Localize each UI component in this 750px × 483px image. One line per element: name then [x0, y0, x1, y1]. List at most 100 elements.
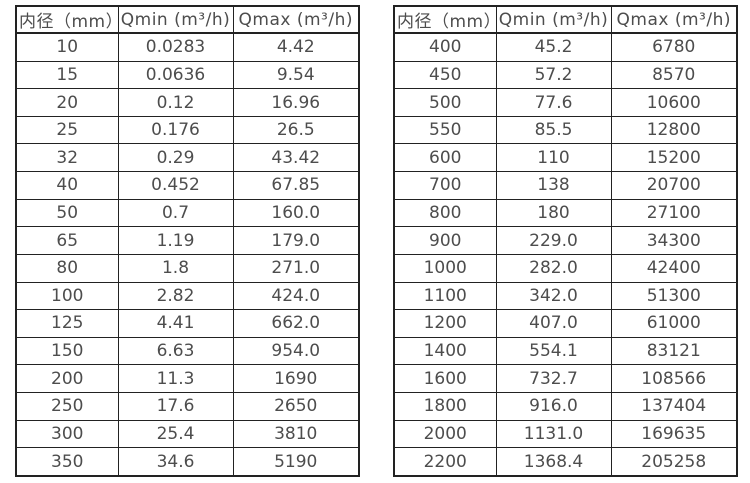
- inner-diameter-cell: 400: [393, 32, 497, 62]
- inner-diameter-cell: 40: [15, 171, 119, 200]
- table-header: 内径（mm） Qmin (m³/h) Qmax (m³/h): [15, 5, 360, 34]
- qmin-cell: 110: [495, 143, 612, 173]
- table-row: 400 45.2 6780: [393, 32, 738, 62]
- col-header-qmin: Qmin (m³/h): [117, 5, 234, 34]
- qmin-cell: 229.0: [495, 226, 612, 255]
- table-row: 700 138 20700: [393, 171, 738, 200]
- qmin-cell: 34.6: [117, 447, 234, 477]
- table-row: 1400 554.1 83121: [393, 336, 738, 366]
- table-row: 600 110 15200: [393, 143, 738, 173]
- qmax-cell: 10600: [610, 88, 738, 117]
- inner-diameter-cell: 1600: [393, 364, 497, 393]
- table-body: 10 0.0283 4.42 15 0.0636 9.54 20 0.12 16.96 25 0.1…: [15, 32, 360, 477]
- flow-table-small-diameters: 内径（mm） Qmin (m³/h) Qmax (m³/h) 10 0.0283 4…: [15, 5, 360, 477]
- qmin-cell: 4.41: [117, 309, 234, 338]
- table-row: 350 34.6 5190: [15, 447, 360, 477]
- inner-diameter-cell: 65: [15, 226, 119, 255]
- table-row: 25 0.176 26.5: [15, 115, 360, 145]
- inner-diameter-cell: 250: [15, 391, 119, 421]
- table-row: 125 4.41 662.0: [15, 309, 360, 338]
- qmax-cell: 5190: [232, 447, 360, 477]
- inner-diameter-cell: 2200: [393, 447, 497, 477]
- qmin-cell: 17.6: [117, 391, 234, 421]
- table-row: 150 6.63 954.0: [15, 336, 360, 366]
- inner-diameter-cell: 15: [15, 60, 119, 90]
- qmin-cell: 57.2: [495, 60, 612, 90]
- table-row: 2200 1368.4 205258: [393, 447, 738, 477]
- table-row: 550 85.5 12800: [393, 115, 738, 145]
- qmin-cell: 0.0636: [117, 60, 234, 90]
- inner-diameter-cell: 1800: [393, 391, 497, 421]
- inner-diameter-cell: 700: [393, 171, 497, 200]
- inner-diameter-cell: 1000: [393, 253, 497, 283]
- qmax-cell: 16.96: [232, 88, 360, 117]
- qmin-cell: 916.0: [495, 391, 612, 421]
- qmax-cell: 43.42: [232, 143, 360, 173]
- qmax-cell: 8570: [610, 60, 738, 90]
- qmax-cell: 271.0: [232, 253, 360, 283]
- qmin-cell: 0.176: [117, 115, 234, 145]
- table-row: 1800 916.0 137404: [393, 391, 738, 421]
- col-header-inner-diameter: 内径（mm）: [15, 5, 119, 34]
- inner-diameter-cell: 50: [15, 198, 119, 228]
- qmin-cell: 180: [495, 198, 612, 228]
- qmin-cell: 138: [495, 171, 612, 200]
- qmin-cell: 1368.4: [495, 447, 612, 477]
- qmax-cell: 42400: [610, 253, 738, 283]
- qmax-cell: 662.0: [232, 309, 360, 338]
- table-row: 1200 407.0 61000: [393, 309, 738, 338]
- qmax-cell: 954.0: [232, 336, 360, 366]
- qmin-cell: 0.12: [117, 88, 234, 117]
- table-row: 1000 282.0 42400: [393, 253, 738, 283]
- qmin-cell: 2.82: [117, 281, 234, 311]
- qmax-cell: 160.0: [232, 198, 360, 228]
- qmin-cell: 1.19: [117, 226, 234, 255]
- qmax-cell: 137404: [610, 391, 738, 421]
- table-row: 20 0.12 16.96: [15, 88, 360, 117]
- qmax-cell: 83121: [610, 336, 738, 366]
- qmax-cell: 2650: [232, 391, 360, 421]
- qmax-cell: 169635: [610, 419, 738, 449]
- qmax-cell: 4.42: [232, 32, 360, 62]
- table-row: 100 2.82 424.0: [15, 281, 360, 311]
- table-row: 900 229.0 34300: [393, 226, 738, 255]
- inner-diameter-cell: 32: [15, 143, 119, 173]
- qmax-cell: 12800: [610, 115, 738, 145]
- qmax-cell: 27100: [610, 198, 738, 228]
- qmax-cell: 34300: [610, 226, 738, 255]
- qmin-cell: 6.63: [117, 336, 234, 366]
- qmin-cell: 0.452: [117, 171, 234, 200]
- col-header-qmax: Qmax (m³/h): [232, 5, 360, 34]
- inner-diameter-cell: 1200: [393, 309, 497, 338]
- qmin-cell: 732.7: [495, 364, 612, 393]
- col-header-inner-diameter: 内径（mm）: [393, 5, 497, 34]
- inner-diameter-cell: 350: [15, 447, 119, 477]
- qmin-cell: 45.2: [495, 32, 612, 62]
- qmax-cell: 20700: [610, 171, 738, 200]
- col-header-qmin: Qmin (m³/h): [495, 5, 612, 34]
- table-row: 250 17.6 2650: [15, 391, 360, 421]
- qmax-cell: 51300: [610, 281, 738, 311]
- table-row: 32 0.29 43.42: [15, 143, 360, 173]
- table-row: 80 1.8 271.0: [15, 253, 360, 283]
- qmin-cell: 0.0283: [117, 32, 234, 62]
- qmin-cell: 25.4: [117, 419, 234, 449]
- inner-diameter-cell: 25: [15, 115, 119, 145]
- qmin-cell: 554.1: [495, 336, 612, 366]
- inner-diameter-cell: 2000: [393, 419, 497, 449]
- table-row: 2000 1131.0 169635: [393, 419, 738, 449]
- qmax-cell: 3810: [232, 419, 360, 449]
- inner-diameter-cell: 450: [393, 60, 497, 90]
- table-header: 内径（mm） Qmin (m³/h) Qmax (m³/h): [393, 5, 738, 34]
- qmax-cell: 424.0: [232, 281, 360, 311]
- qmax-cell: 179.0: [232, 226, 360, 255]
- table-row: 300 25.4 3810: [15, 419, 360, 449]
- qmin-cell: 282.0: [495, 253, 612, 283]
- col-header-qmax: Qmax (m³/h): [610, 5, 738, 34]
- inner-diameter-cell: 125: [15, 309, 119, 338]
- qmin-cell: 0.7: [117, 198, 234, 228]
- table-row: 200 11.3 1690: [15, 364, 360, 393]
- inner-diameter-cell: 10: [15, 32, 119, 62]
- inner-diameter-cell: 1100: [393, 281, 497, 311]
